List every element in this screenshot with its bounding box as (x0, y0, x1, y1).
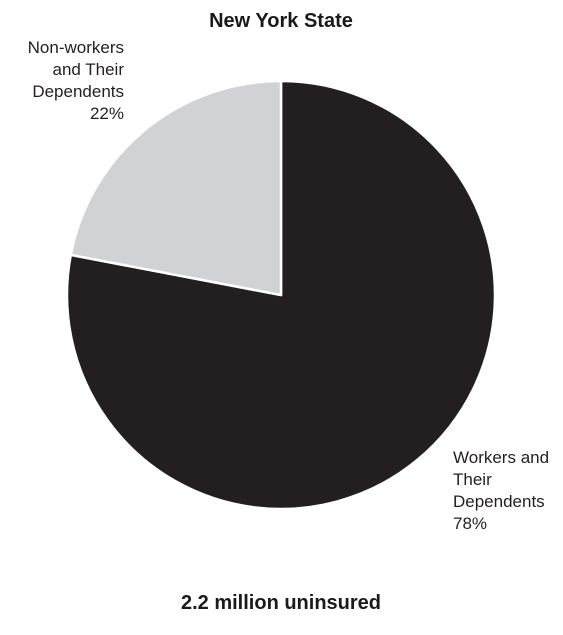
pie-slice-non-workers (69, 79, 283, 297)
slice-label-workers: Workers and Their Dependents 78% (453, 448, 549, 533)
slice-label-line: Workers and (453, 448, 549, 467)
slice-label-line: 78% (453, 514, 487, 533)
slice-label-line: Non-workers (28, 38, 124, 57)
slice-label-line: 22% (90, 104, 124, 123)
pie-slices (65, 79, 497, 511)
chart-title: New York State (209, 10, 353, 32)
slice-label-line: Their (453, 470, 492, 489)
slice-label-line: and Their (52, 60, 124, 79)
slice-label-line: Dependents (453, 492, 545, 511)
chart-footer: 2.2 million uninsured (181, 592, 381, 614)
slice-label-line: Dependents (32, 82, 124, 101)
slice-label-non-workers: Non-workers and Their Dependents 22% (28, 38, 125, 123)
